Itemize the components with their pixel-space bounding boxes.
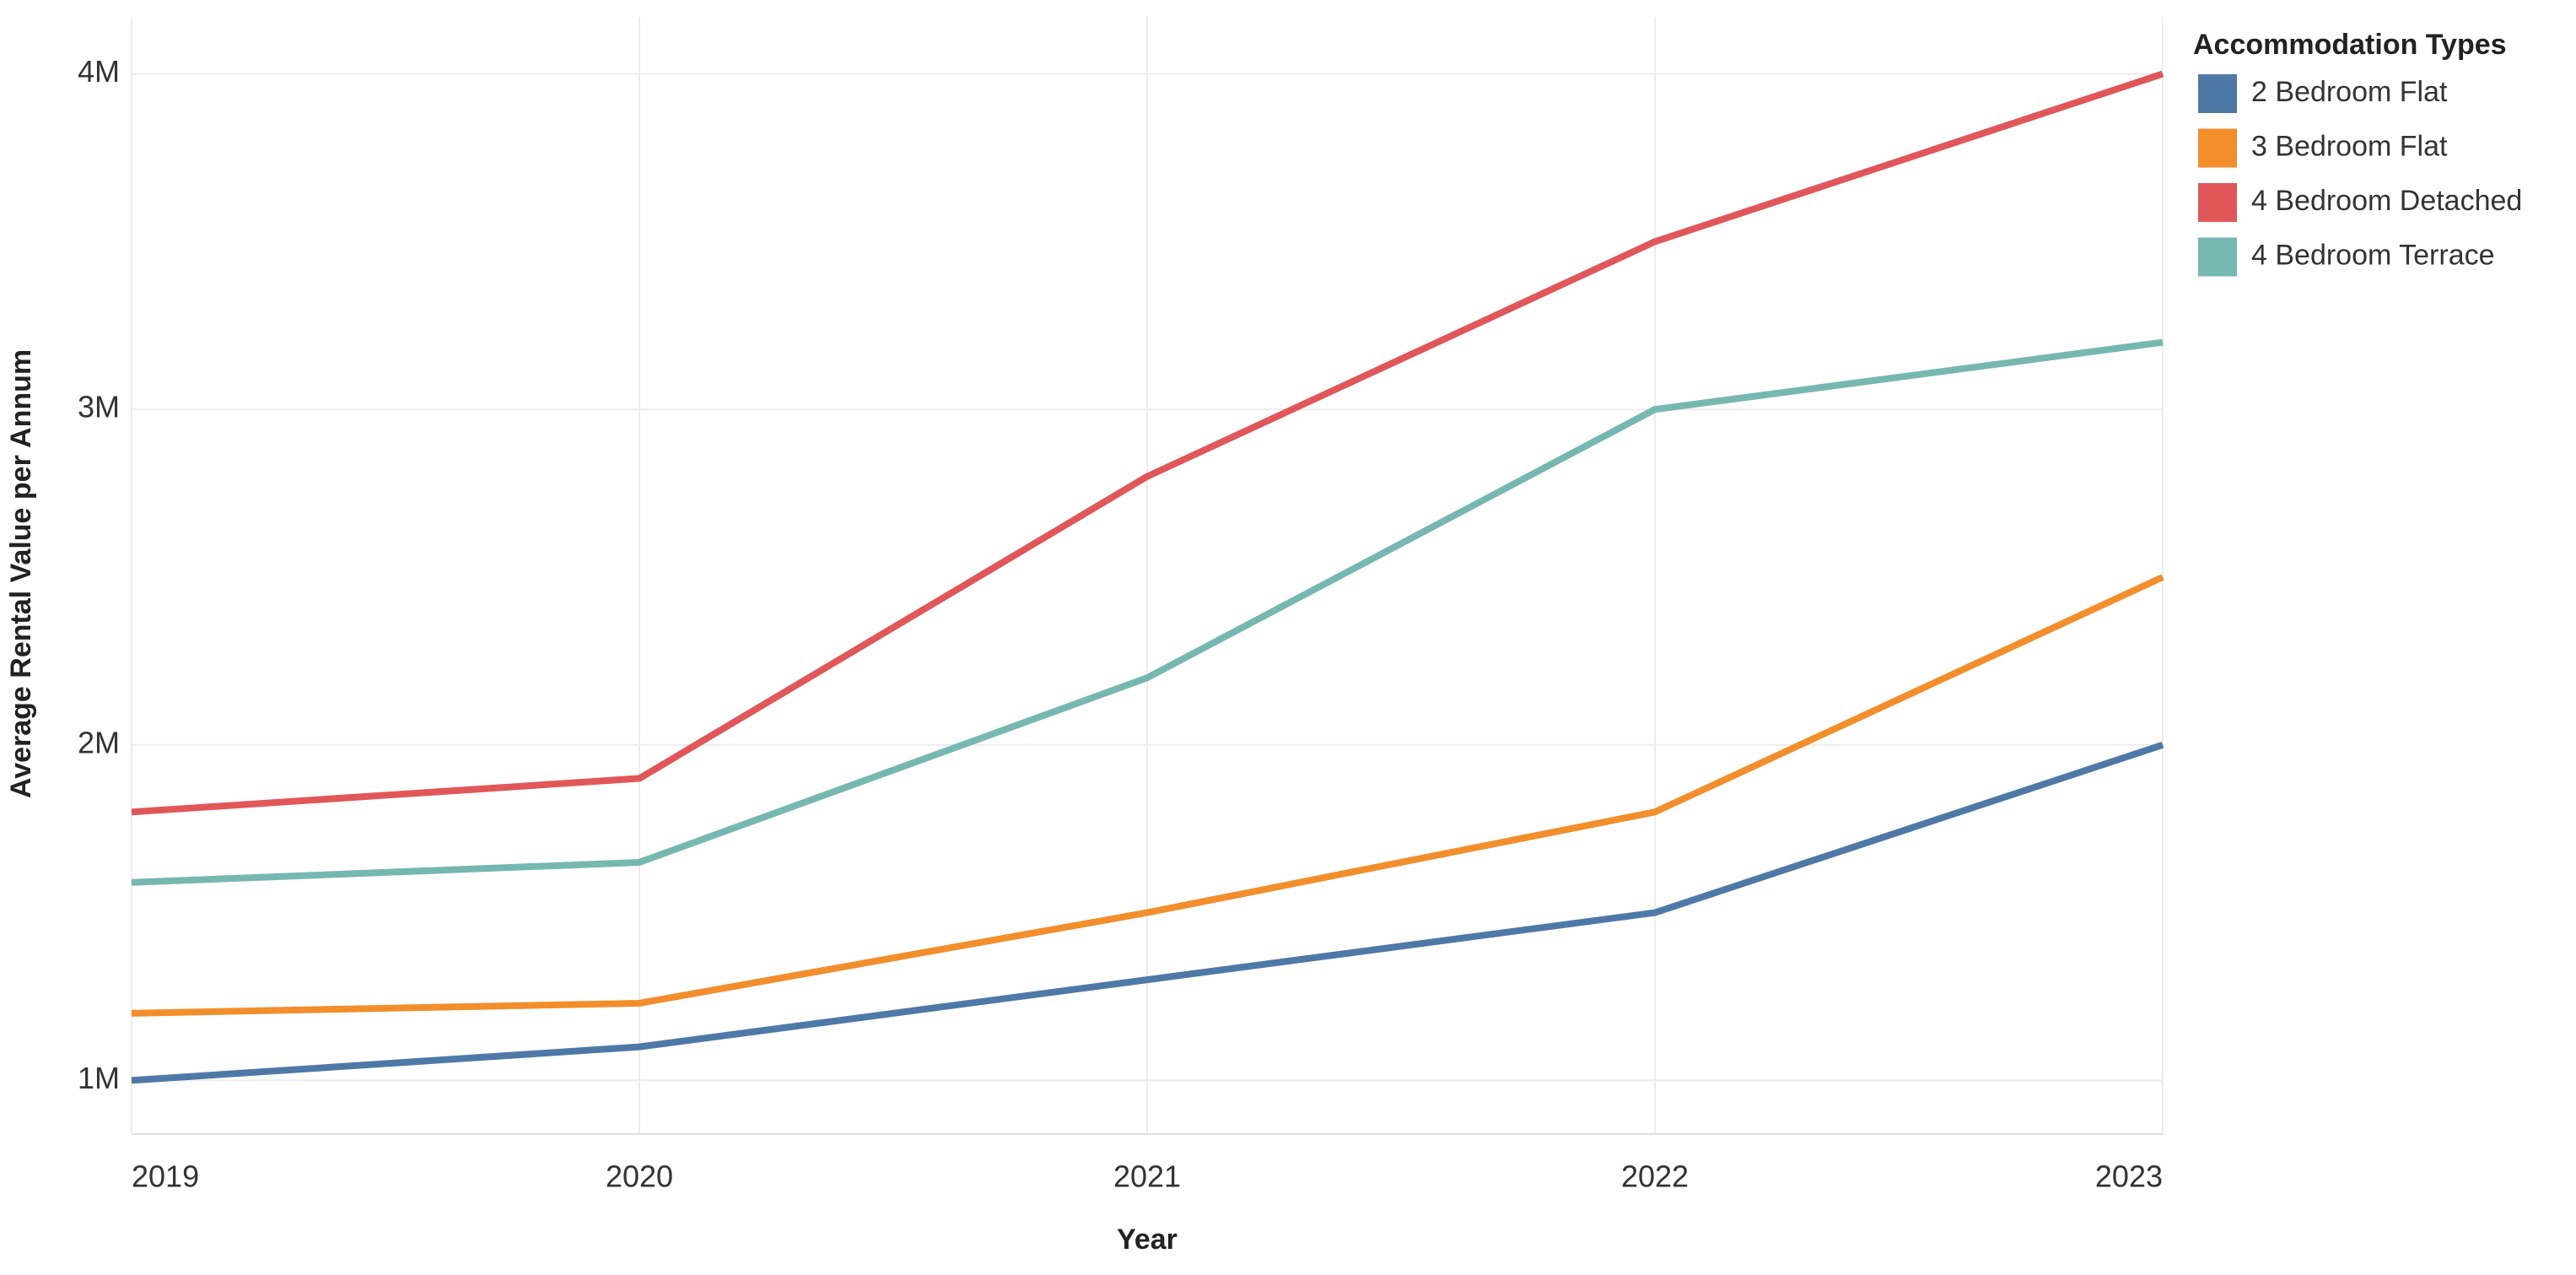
x-tick-label: 2021 [1113,1159,1181,1194]
y-tick-label: 1M [78,1061,120,1095]
y-tick-label: 4M [78,54,120,89]
legend-label: 4 Bedroom Detached [2251,185,2522,217]
legend-swatch [2198,183,2237,222]
x-tick-label: 2023 [2095,1159,2163,1194]
legend-label: 3 Bedroom Flat [2251,130,2448,162]
series-line [131,338,2164,886]
x-tick-label: 2020 [606,1159,673,1194]
x-tick-label: 2019 [132,1159,199,1194]
legend-swatch [2198,74,2237,113]
series-line [131,741,2164,1084]
legend-swatch [2198,128,2237,168]
x-axis-title: Year [1117,1224,1178,1256]
legend-label: 2 Bedroom Flat [2251,76,2448,108]
legend-label: 4 Bedroom Terrace [2251,239,2495,271]
y-tick-label: 3M [78,390,120,424]
legend-swatch [2198,237,2237,277]
y-tick-label: 2M [78,725,120,759]
series-line [131,70,2164,816]
legend-title: Accommodation Types [2193,29,2507,61]
x-tick-label: 2022 [1621,1159,1689,1194]
y-axis-title: Average Rental Value per Annum [5,349,37,798]
series-line [131,574,2164,1017]
